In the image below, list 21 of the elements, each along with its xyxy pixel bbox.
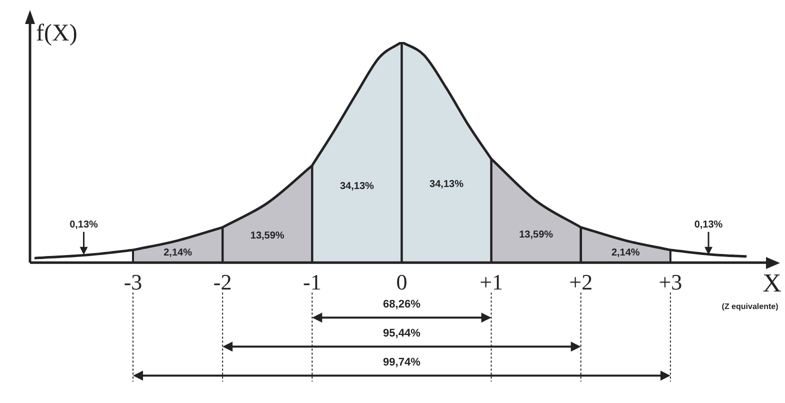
x-tick-label: +3 bbox=[658, 270, 682, 295]
x-tick-label: -1 bbox=[302, 270, 322, 295]
y-axis-title: f(X) bbox=[36, 20, 78, 46]
x-tick-label: +2 bbox=[569, 270, 593, 295]
x-tick-label: +1 bbox=[480, 270, 503, 295]
text: 99,74% bbox=[383, 356, 421, 369]
text: 95,44% bbox=[383, 328, 421, 340]
series-label: 2,14% bbox=[611, 247, 640, 258]
text: 0,13% bbox=[694, 220, 723, 231]
series-label: 34,13% bbox=[430, 178, 464, 190]
x-tick-label: -2 bbox=[213, 270, 232, 295]
x-axis-title: X bbox=[762, 268, 782, 298]
series-label: 2,14% bbox=[164, 247, 192, 258]
text: 68,26% bbox=[383, 298, 421, 311]
x-tick-label: -3 bbox=[124, 270, 142, 295]
x-tick-label: 0 bbox=[396, 270, 408, 295]
series-label: 13,59% bbox=[250, 230, 284, 242]
series-label: 13,59% bbox=[519, 230, 554, 241]
series-label: 34,13% bbox=[340, 180, 374, 192]
text: 0,13% bbox=[70, 220, 98, 231]
text: (Z equivalente) bbox=[722, 302, 779, 311]
